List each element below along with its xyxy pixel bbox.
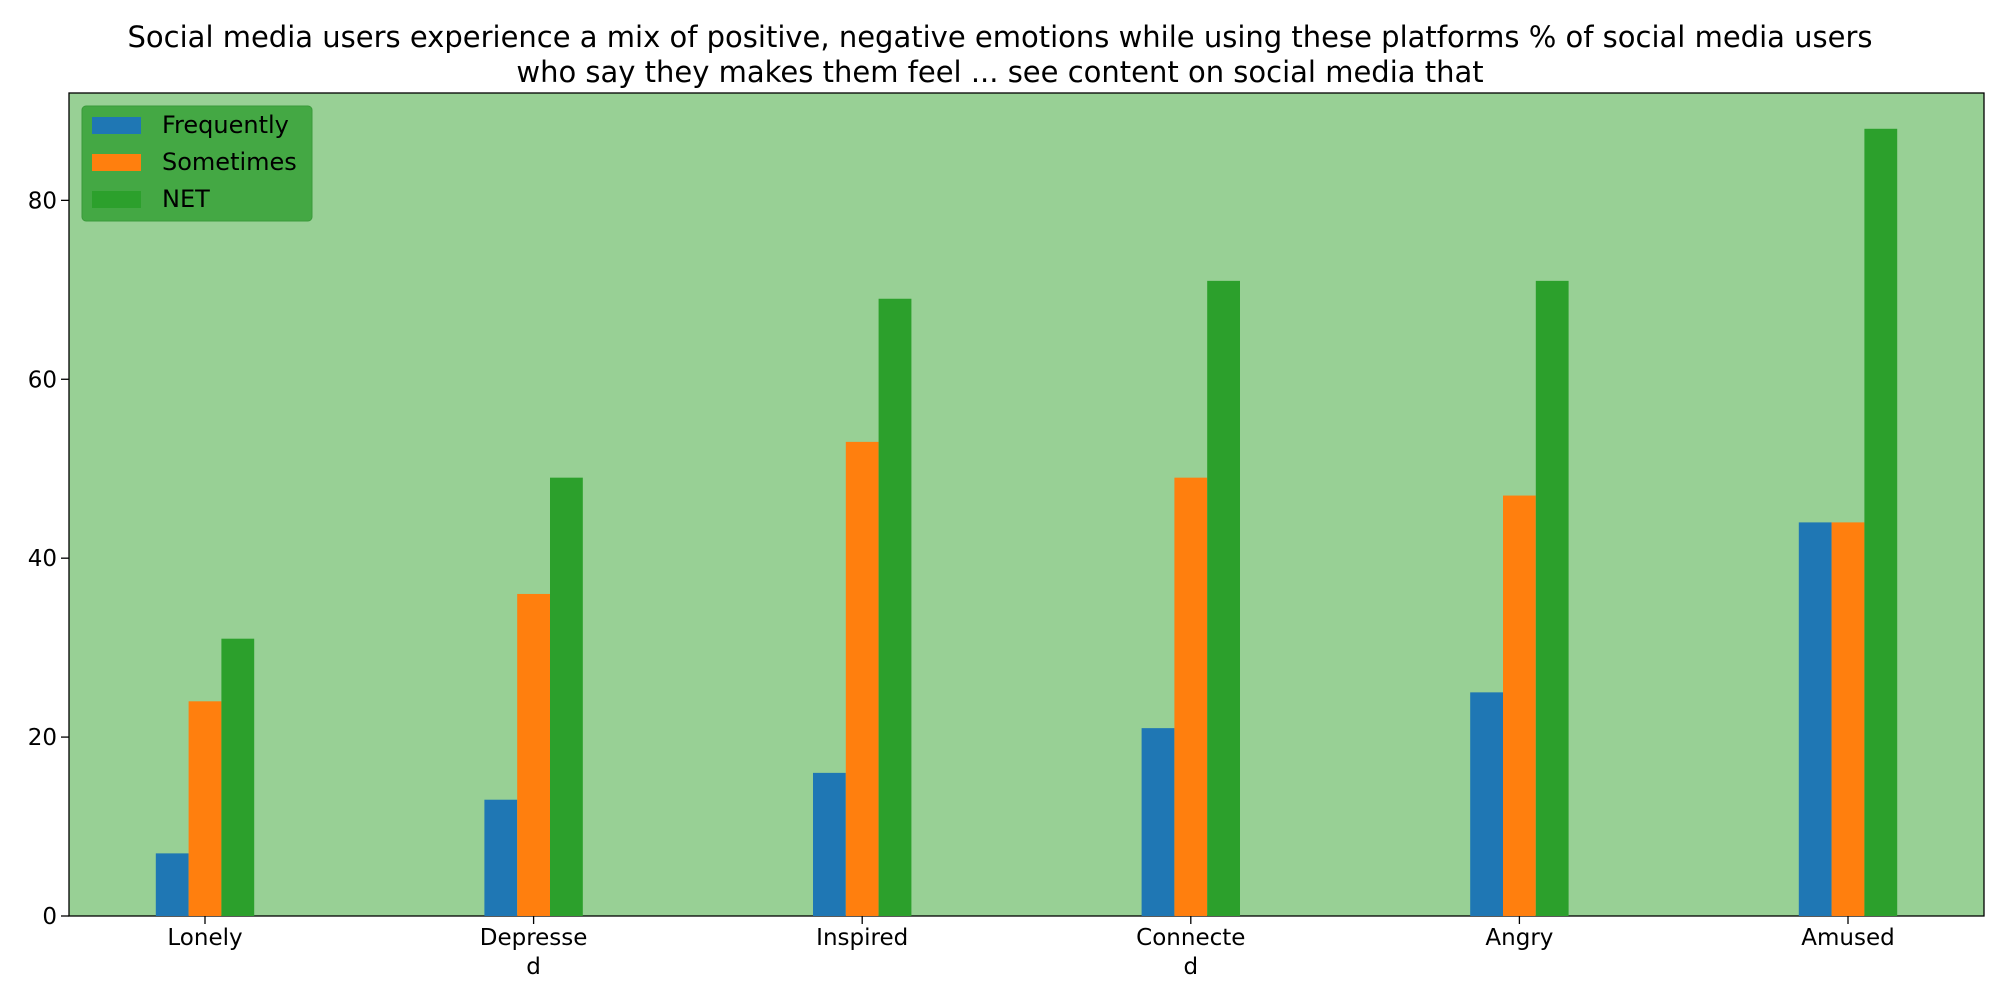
legend-swatch-net (92, 191, 141, 208)
bar-frequently-5 (1798, 522, 1832, 916)
bar-sometimes-1 (517, 593, 550, 916)
bar-frequently-4 (1470, 692, 1503, 916)
bar-sometimes-0 (188, 701, 222, 916)
bar-sometimes-5 (1831, 522, 1865, 916)
chart-title: Social media users experience a mix of p… (0, 20, 2000, 90)
y-tick-label: 0 (42, 904, 57, 930)
y-tick-label: 60 (28, 367, 57, 393)
legend-label-net: NET (162, 185, 210, 213)
chart-title-line-2: who say they makes them feel ... see con… (516, 55, 1484, 89)
y-tick-label: 20 (28, 725, 57, 751)
x-axis: Lonely Depresse d Inspired Connecte d Angry Amu… (167, 916, 1895, 980)
bar-frequently-2 (813, 772, 846, 916)
legend-swatch-frequently (92, 117, 141, 134)
bar-net-5 (1864, 128, 1898, 917)
bar-sometimes-2 (845, 441, 879, 916)
x-tick-label: Amused (1801, 925, 1894, 951)
y-tick-label: 80 (28, 188, 57, 214)
x-tick-label: Depresse d (480, 925, 588, 980)
bar-sometimes-3 (1174, 477, 1208, 916)
legend-label-sometimes: Sometimes (162, 148, 297, 176)
legend-label-frequently: Frequently (162, 111, 289, 139)
bars-layer (155, 128, 1898, 917)
bar-net-3 (1207, 280, 1240, 916)
x-tick-label: Lonely (167, 925, 242, 951)
legend: Frequently Sometimes NET (81, 105, 313, 222)
legend-swatch-sometimes (92, 154, 141, 171)
y-axis: 0 20 40 60 80 (28, 188, 69, 930)
bar-frequently-1 (484, 799, 518, 916)
bar-net-2 (878, 298, 912, 916)
bar-frequently-0 (155, 853, 189, 916)
x-tick-label: Angry (1485, 925, 1553, 951)
y-tick-label: 40 (28, 546, 57, 572)
chart-title-line-1: Social media users experience a mix of p… (127, 20, 1873, 54)
x-tick-label: Inspired (816, 925, 908, 951)
x-tick-label: Connecte d (1136, 925, 1245, 980)
bar-net-4 (1535, 280, 1569, 916)
bar-frequently-3 (1141, 728, 1175, 916)
bar-sometimes-4 (1503, 495, 1536, 916)
bar-net-0 (221, 638, 255, 916)
bar-net-1 (550, 477, 583, 916)
plot-area (68, 92, 1985, 917)
